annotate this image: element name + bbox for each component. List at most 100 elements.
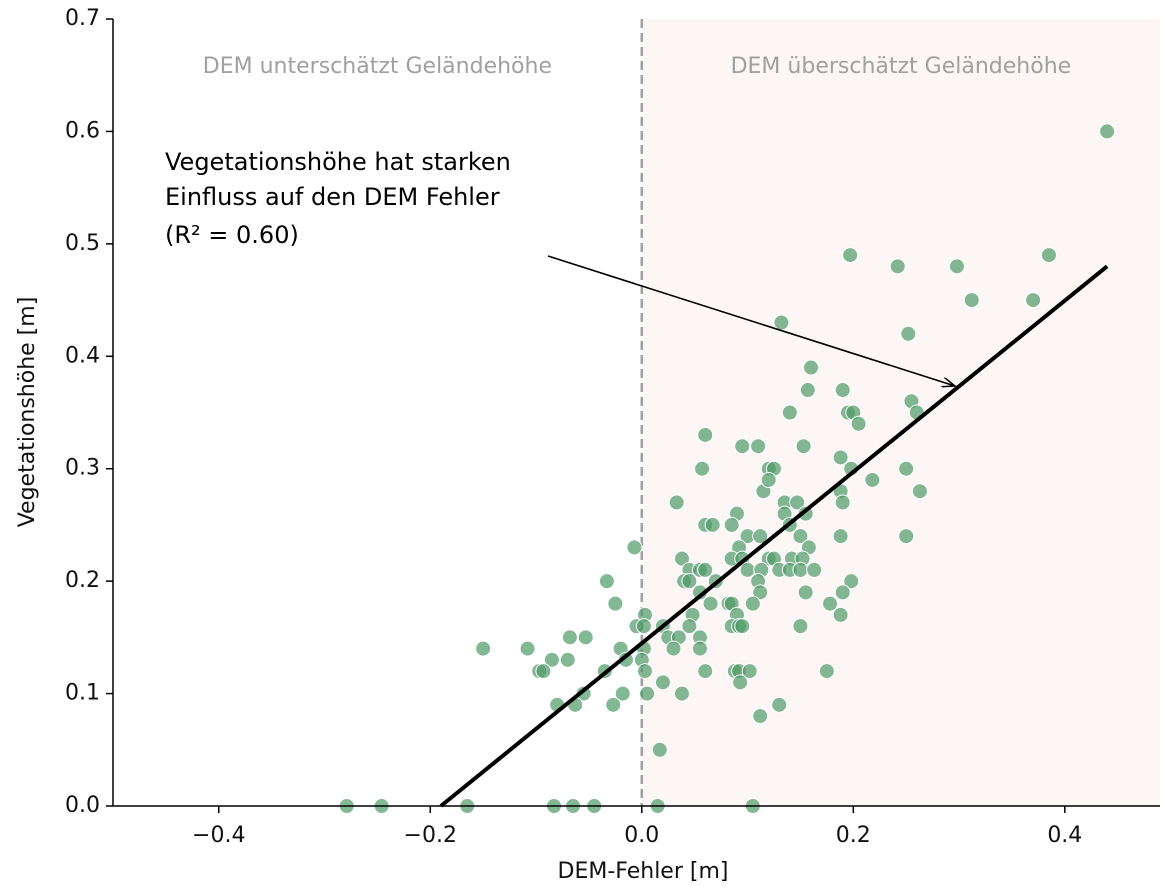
point [1025,292,1042,309]
point [948,258,965,275]
point [673,550,690,567]
region-label: DEM überschätzt Geländehöhe [731,54,1072,79]
annotation: Einfluss auf den DEM Fehler [165,183,500,211]
point [475,640,492,657]
point [799,382,816,399]
point [752,584,769,601]
annotation: Vegetationshöhe hat starken [165,148,511,176]
point [681,573,698,590]
point [752,528,769,545]
point [864,471,881,488]
point [803,359,819,376]
y-tick-label: 0.7 [65,6,100,31]
point [850,415,867,432]
point [832,449,849,466]
point [843,573,860,590]
point [697,663,714,680]
point [889,258,906,275]
point [543,651,560,668]
point [665,640,682,657]
point [834,584,851,601]
point [639,685,656,702]
point [559,651,576,668]
point [822,595,839,612]
point [963,292,980,309]
y-tick-label: 0.1 [65,681,100,706]
point [797,584,814,601]
point [792,618,809,635]
point [598,573,615,590]
x-axis-label: DEM-Fehler [m] [558,859,729,884]
point [1040,247,1057,264]
point [900,325,917,342]
y-axis-label: Vegetationshöhe [m] [15,297,40,528]
point [750,438,767,455]
point [789,494,806,511]
x-tick-label: 0.2 [836,823,871,848]
point [739,561,756,578]
point [832,528,849,545]
point [651,741,668,758]
point [741,663,758,680]
annotation: (R² = 0.60) [165,221,299,249]
x-tick-label: 0.4 [1047,823,1082,848]
point [834,494,851,511]
point [673,685,690,702]
point [1099,123,1116,140]
point [795,438,812,455]
point [744,595,761,612]
point [697,426,714,443]
point [697,561,714,578]
point [577,629,594,646]
point [519,640,536,657]
point [911,483,928,500]
point [535,663,552,680]
point [681,618,698,635]
point [842,247,859,264]
point [614,685,631,702]
point [702,595,719,612]
point [771,696,788,713]
point [668,494,685,511]
point [834,382,851,399]
point [734,618,751,635]
point [781,404,798,421]
point [792,528,809,545]
regression-line [439,264,1109,808]
region-label: DEM unterschätzt Geländehöhe [203,54,552,79]
y-tick-label: 0.4 [65,343,100,368]
point [607,595,624,612]
point [704,516,721,533]
point [832,606,849,623]
point [723,516,740,533]
annotation-arrow [547,255,955,386]
point [654,674,671,691]
point [734,438,751,455]
x-tick-label: 0.0 [624,823,659,848]
x-tick-label: −0.4 [192,823,245,848]
point [636,663,653,680]
x-tick-label: −0.2 [404,823,457,848]
point [760,471,777,488]
point [773,314,790,331]
y-tick-label: 0.3 [65,456,100,481]
point [898,528,915,545]
point [694,460,711,477]
y-tick-label: 0.2 [65,568,100,593]
y-tick-label: 0.5 [65,231,100,256]
point [605,696,622,713]
point [561,629,578,646]
point [806,561,823,578]
point [818,663,835,680]
point [635,618,652,635]
y-tick-label: 0.6 [65,118,100,143]
point [752,708,769,725]
point [626,539,643,556]
point [732,674,749,691]
overestimate-region [641,19,1160,806]
point [898,460,915,477]
y-tick-label: 0.0 [65,793,100,818]
point [691,640,708,657]
point [792,561,809,578]
